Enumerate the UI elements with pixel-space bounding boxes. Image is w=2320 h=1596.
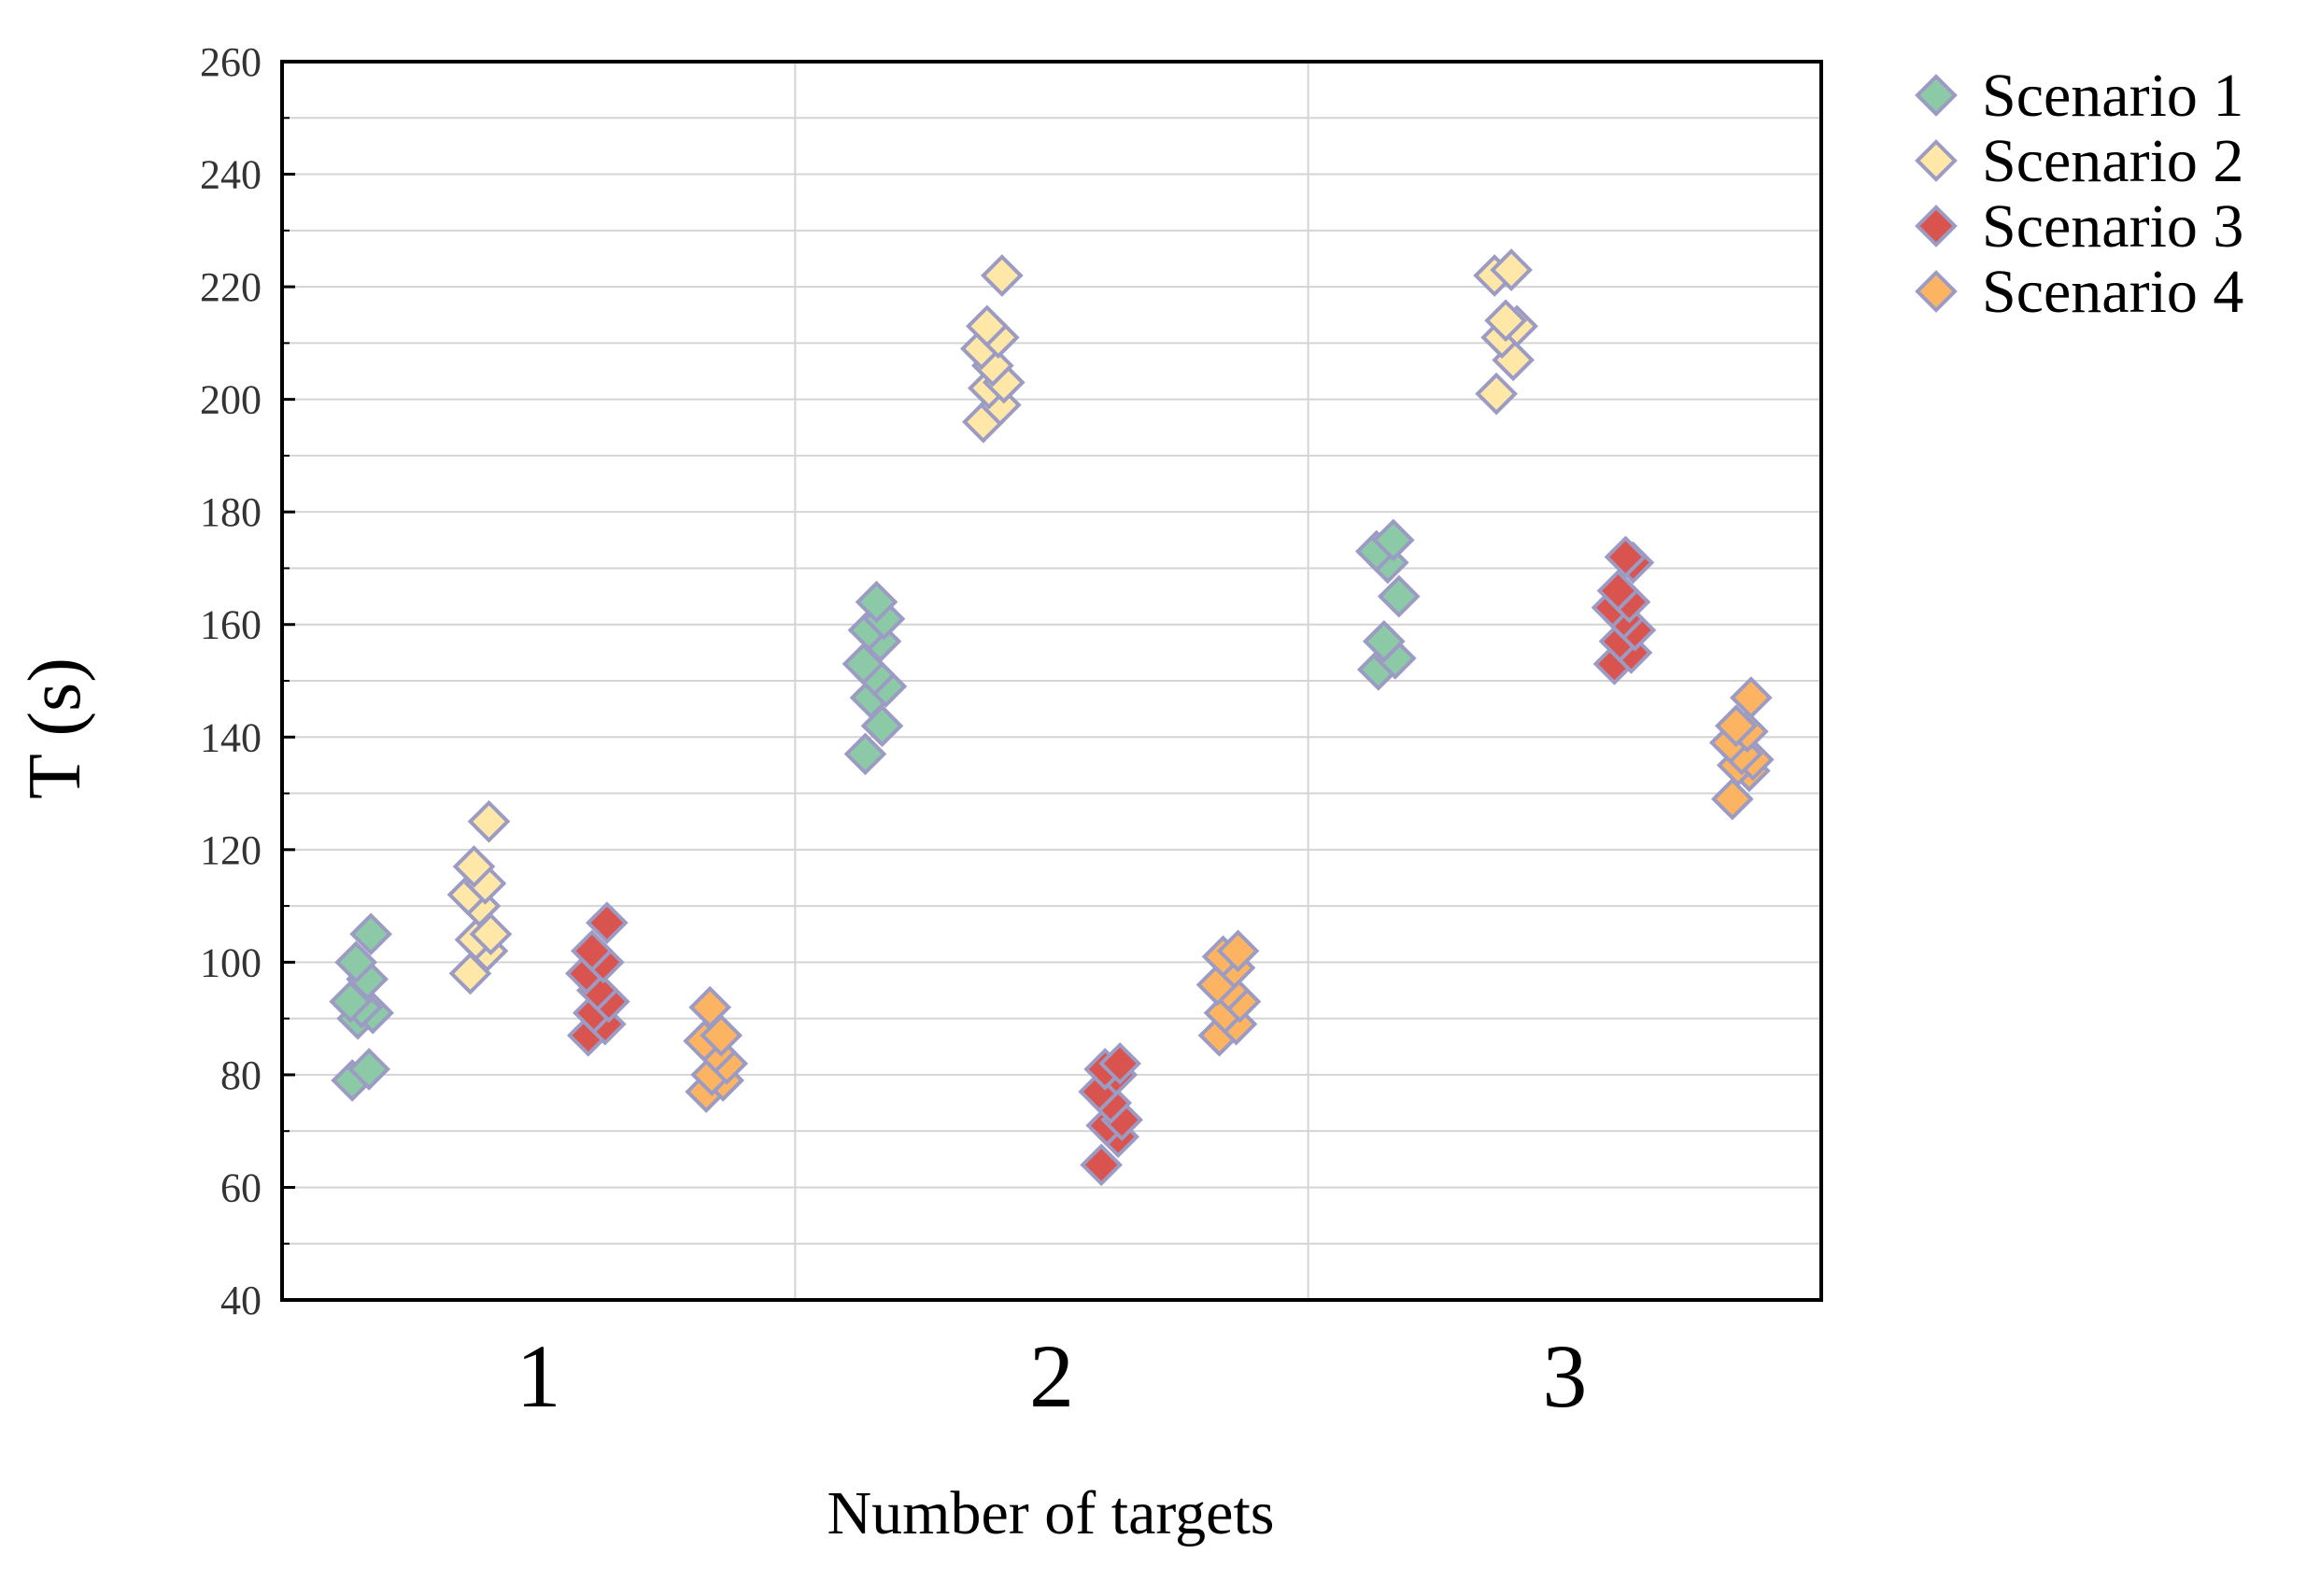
legend-marker [1915,205,1958,247]
data-point-diamond [349,912,392,956]
data-point-diamond [980,254,1024,297]
y-tick-label: 200 [200,377,262,423]
x-tick-label: 3 [1542,1326,1587,1426]
y-tick-label: 40 [220,1278,262,1323]
y-tick-label: 220 [200,264,262,310]
legend-label: Scenario 4 [1982,258,2243,326]
legend-marker [1915,139,1958,182]
data-point-diamond [965,304,1009,348]
data-point-diamond [1604,535,1648,579]
data-point-diamond [1596,569,1640,613]
y-tick-label: 180 [200,489,262,535]
y-ticks: 40 60 80 100 120 140 160 180 200 220 240 260 [200,39,295,1323]
data-point-diamond [334,940,377,984]
data-point-diamond [571,929,614,973]
x-ticks: 1 2 3 [516,1326,1588,1426]
data-point-diamond [1484,299,1527,343]
y-tick-label: 140 [200,714,262,760]
y-tick-label: 120 [200,827,262,873]
y-axis-title: T (s) [14,657,96,799]
data-point-diamond [1730,676,1773,719]
grid-layer [282,62,1821,1300]
data-points [329,248,1775,1187]
data-point-diamond [1080,1143,1124,1187]
x-tick-label: 2 [1029,1326,1074,1426]
data-point-diamond [586,901,629,945]
data-point-diamond [1715,704,1758,748]
legend-marker [1915,74,1958,117]
data-point-diamond [1490,248,1533,291]
legend-label: Scenario 3 [1982,192,2243,261]
y-tick-label: 260 [200,39,262,85]
y-tick-label: 100 [200,939,262,985]
data-point-diamond [855,580,898,624]
data-point-diamond [1362,619,1406,663]
legend-label: Scenario 1 [1982,62,2243,130]
x-tick-label: 1 [516,1326,561,1426]
data-point-diamond [1711,777,1754,821]
data-point-diamond [452,845,496,888]
x-axis-title: Number of targets [828,1479,1275,1547]
legend-marker [1915,270,1958,313]
y-tick-label: 160 [200,602,262,648]
data-point-diamond [1216,929,1260,973]
data-point-diamond [688,985,732,1029]
data-point-diamond [1098,1042,1142,1085]
y-tick-label: 240 [200,152,262,198]
data-point-diamond [467,799,511,843]
legend-label: Scenario 2 [1982,127,2243,195]
data-point-diamond [843,732,887,776]
data-point-diamond [1475,372,1518,416]
data-point-diamond [347,1048,390,1091]
data-point-diamond [1371,518,1415,562]
data-point-diamond [1377,574,1421,618]
y-tick-label: 80 [220,1052,262,1098]
y-tick-label: 60 [220,1165,262,1210]
